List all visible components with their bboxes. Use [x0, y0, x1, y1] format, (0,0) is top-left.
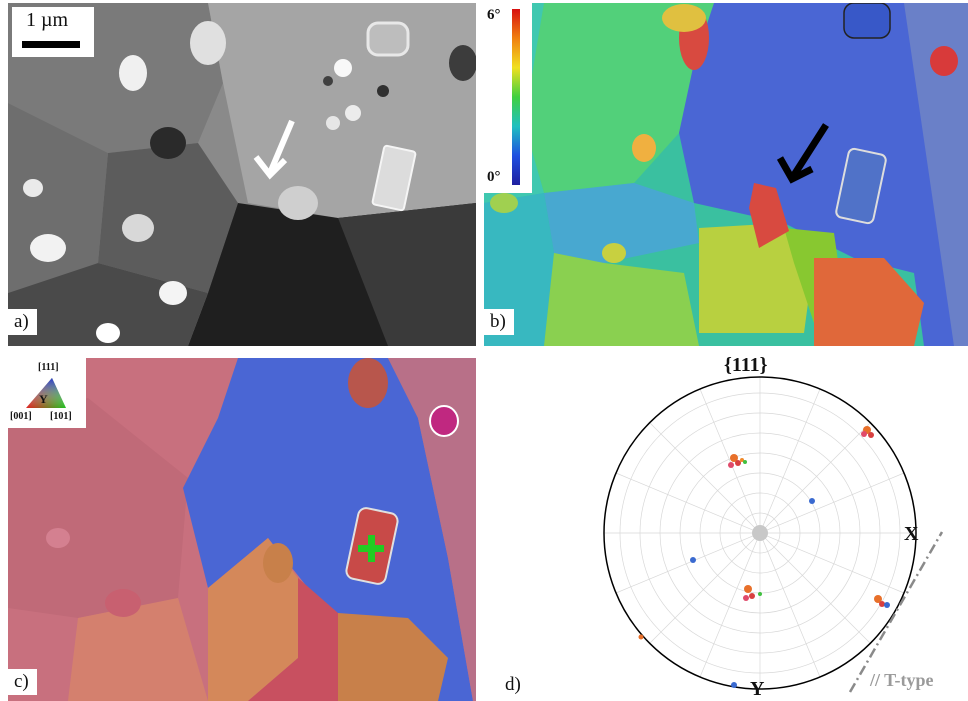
- colorbar: 6° 0°: [484, 3, 532, 193]
- misorientation-map: [484, 3, 968, 346]
- ipf-key-111-label: [111]: [38, 362, 59, 373]
- pole-orange-point: [638, 634, 644, 640]
- white-arrow-icon: [253, 119, 295, 180]
- pole-cluster-right: [874, 595, 890, 608]
- pole-blue-point: [731, 682, 737, 688]
- ipf-key-axis-label: Y: [39, 392, 48, 406]
- pole-figure-grid: [604, 377, 916, 689]
- pole-figure-y-label: Y: [750, 678, 765, 700]
- ipf-triangle-icon: [26, 378, 66, 408]
- panel-a-micrograph: 1 µm a): [8, 3, 476, 346]
- ipf-key-001-label: [001]: [10, 411, 32, 422]
- colorbar-min-label: 0°: [487, 169, 501, 185]
- panel-b-label: b): [484, 309, 514, 335]
- t-type-annotation: // T-type: [870, 670, 934, 690]
- ipf-key-101-label: [101]: [50, 411, 72, 422]
- pole-figure-title: {111}: [724, 354, 768, 376]
- pole-figure-plot: [603, 376, 944, 693]
- panel-c-ipf-map: [111] [001] [101] Y c): [8, 358, 476, 701]
- pole-blue-point: [690, 557, 696, 563]
- pole-cluster-upper-left: [728, 454, 747, 468]
- panel-d-pole-figure: {111} X Y // T-type d): [484, 352, 968, 701]
- green-cross-marker: [358, 535, 384, 562]
- pole-cluster-upper-right: [861, 426, 874, 438]
- scale-bar-line: [22, 41, 80, 48]
- pole-figure-circle: [603, 376, 917, 690]
- t-type-trace-line: [848, 531, 944, 693]
- black-arrow-icon: [776, 123, 829, 184]
- colorbar-max-label: 6°: [487, 7, 501, 23]
- scale-bar-text: 1 µm: [26, 9, 69, 31]
- micrograph-image: [8, 3, 476, 346]
- pole-figure-center: [752, 525, 768, 541]
- panel-b-kam-map: 6° 0° b): [484, 3, 968, 346]
- ipf-map: [8, 358, 476, 701]
- panel-c-label: c): [8, 669, 37, 695]
- colorbar-gradient: [512, 9, 520, 185]
- pole-cluster-center-lower: [743, 585, 762, 601]
- ipf-color-key: [111] [001] [101] Y: [8, 358, 86, 428]
- pole-blue-point: [809, 498, 815, 504]
- panel-a-label: a): [8, 309, 37, 335]
- scale-bar: 1 µm: [12, 7, 94, 57]
- panel-d-label: d): [505, 674, 521, 695]
- pole-figure-x-label: X: [904, 523, 919, 545]
